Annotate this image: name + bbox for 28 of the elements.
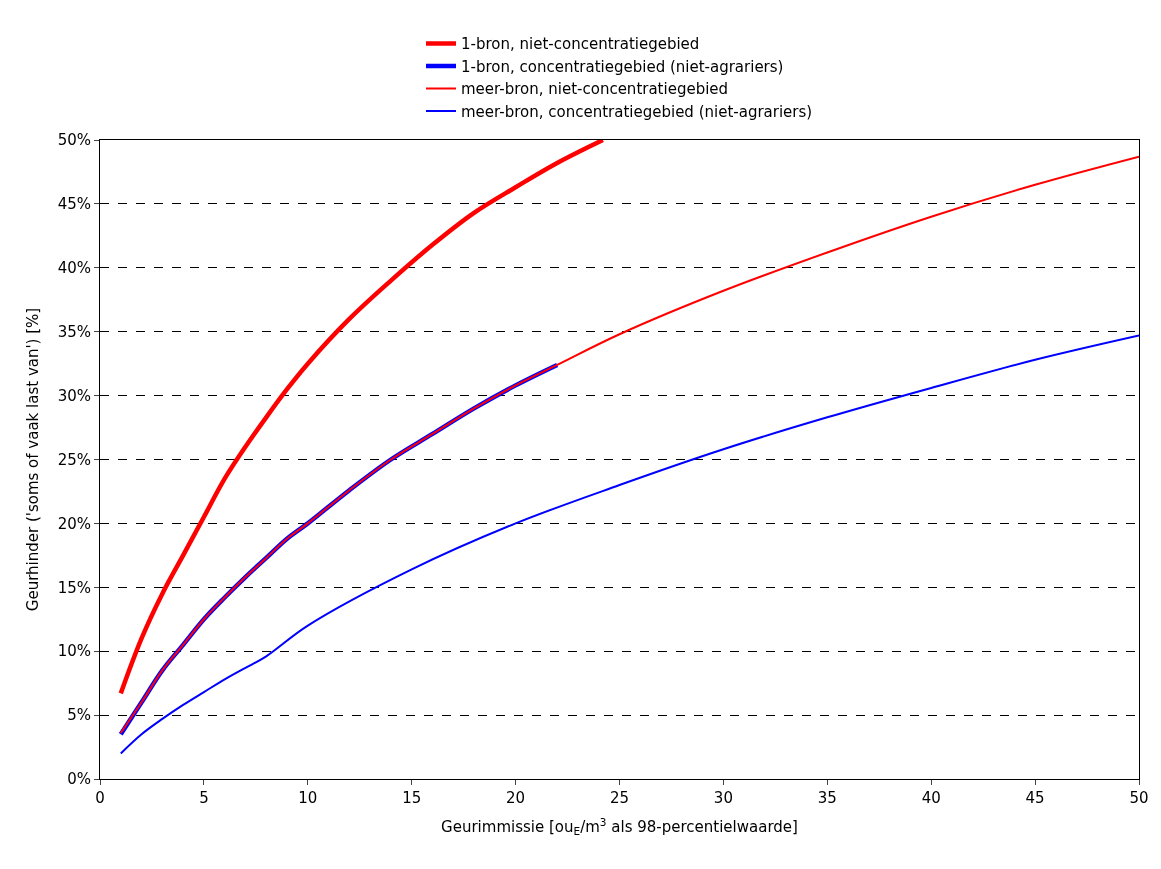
- y-tick-label: 35%: [57, 322, 91, 341]
- x-tick-label: 0: [95, 789, 105, 807]
- x-tick-label: 45: [1025, 789, 1045, 807]
- legend-label: meer-bron, niet-concentratiegebied: [461, 80, 729, 99]
- x-tick-label: 30: [713, 789, 733, 807]
- legend-label: meer-bron, concentratiegebied (niet-agrariers): [461, 102, 813, 121]
- y-tick-label: 5%: [67, 706, 91, 725]
- x-axis-title: Geurimmissie [ou$_{E}$/m$^{3}$ als 98-percentielwaarde]: [441, 815, 798, 838]
- legend-label: 1-bron, niet-concentratiegebied: [461, 35, 700, 54]
- y-tick-label: 10%: [57, 642, 91, 661]
- y-tick-label: 45%: [57, 195, 91, 214]
- y-tick-label: 50%: [57, 131, 91, 150]
- y-tick-label: 20%: [57, 514, 91, 533]
- y-tick-label: 15%: [57, 578, 91, 597]
- x-tick-label: 20: [506, 789, 526, 807]
- y-tick-label: 25%: [57, 450, 91, 469]
- x-tick-label: 50: [1129, 789, 1149, 807]
- y-tick-label: 0%: [67, 770, 91, 789]
- y-tick-label: 40%: [57, 259, 91, 278]
- x-tick-label: 15: [402, 789, 422, 807]
- legend-label: 1-bron, concentratiegebied (niet-agrariers): [461, 57, 784, 76]
- x-tick-label: 10: [298, 789, 318, 807]
- x-tick-label: 25: [609, 789, 630, 807]
- y-axis-title: Geurhinder ('soms of vaak last van') [%]: [23, 307, 42, 612]
- x-tick-label: 40: [921, 789, 941, 807]
- x-tick-label: 5: [199, 789, 209, 807]
- y-tick-label: 30%: [57, 386, 91, 405]
- x-tick-label: 35: [817, 789, 837, 807]
